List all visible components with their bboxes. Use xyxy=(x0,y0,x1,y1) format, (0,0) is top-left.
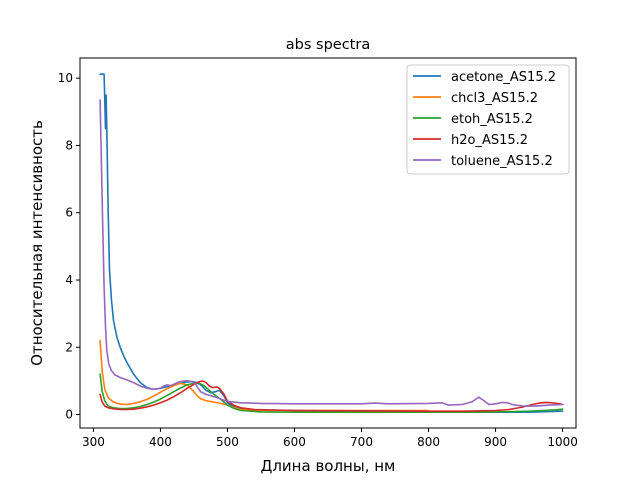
legend-label: etoh_AS15.2 xyxy=(451,112,533,127)
x-axis-title: Длина волны, нм xyxy=(261,457,396,475)
series-line-etoh xyxy=(99,373,564,414)
legend-label: acetone_AS15.2 xyxy=(451,70,556,85)
x-tick-label: 1000 xyxy=(547,435,578,449)
x-tick-label: 900 xyxy=(484,435,507,449)
x-tick-label: 600 xyxy=(283,435,306,449)
chart-title: abs spectra xyxy=(286,37,370,53)
x-tick-label: 700 xyxy=(350,435,373,449)
plot-frame xyxy=(79,57,577,429)
x-tick-label: 800 xyxy=(417,435,440,449)
x-tick-label: 300 xyxy=(82,435,105,449)
y-tick-label: 0 xyxy=(65,408,73,422)
legend-label: toluene_AS15.2 xyxy=(451,154,553,169)
legend-label: chcl3_AS15.2 xyxy=(451,91,538,106)
y-tick-label: 10 xyxy=(58,71,73,85)
tick-layer: 300 400 500 600 700 800 900 1000 0 2 4 6 8 10 xyxy=(58,71,578,449)
legend-frame xyxy=(406,64,570,175)
legend: acetone_AS15.2 chcl3_AS15.2 etoh_AS15.2 h2o… xyxy=(406,64,570,175)
legend-label: h2o_AS15.2 xyxy=(451,133,528,148)
series-layer xyxy=(99,73,564,414)
series-line-h2o xyxy=(99,380,564,413)
x-tick-label: 400 xyxy=(149,435,172,449)
y-axis-title: Относительная интенсивность xyxy=(28,120,46,366)
series-line-toluene xyxy=(99,99,564,407)
y-tick-label: 2 xyxy=(65,340,73,354)
x-tick-label: 500 xyxy=(216,435,239,449)
y-tick-label: 6 xyxy=(65,206,73,220)
y-tick-label: 4 xyxy=(65,273,73,287)
y-tick-label: 8 xyxy=(65,138,73,152)
